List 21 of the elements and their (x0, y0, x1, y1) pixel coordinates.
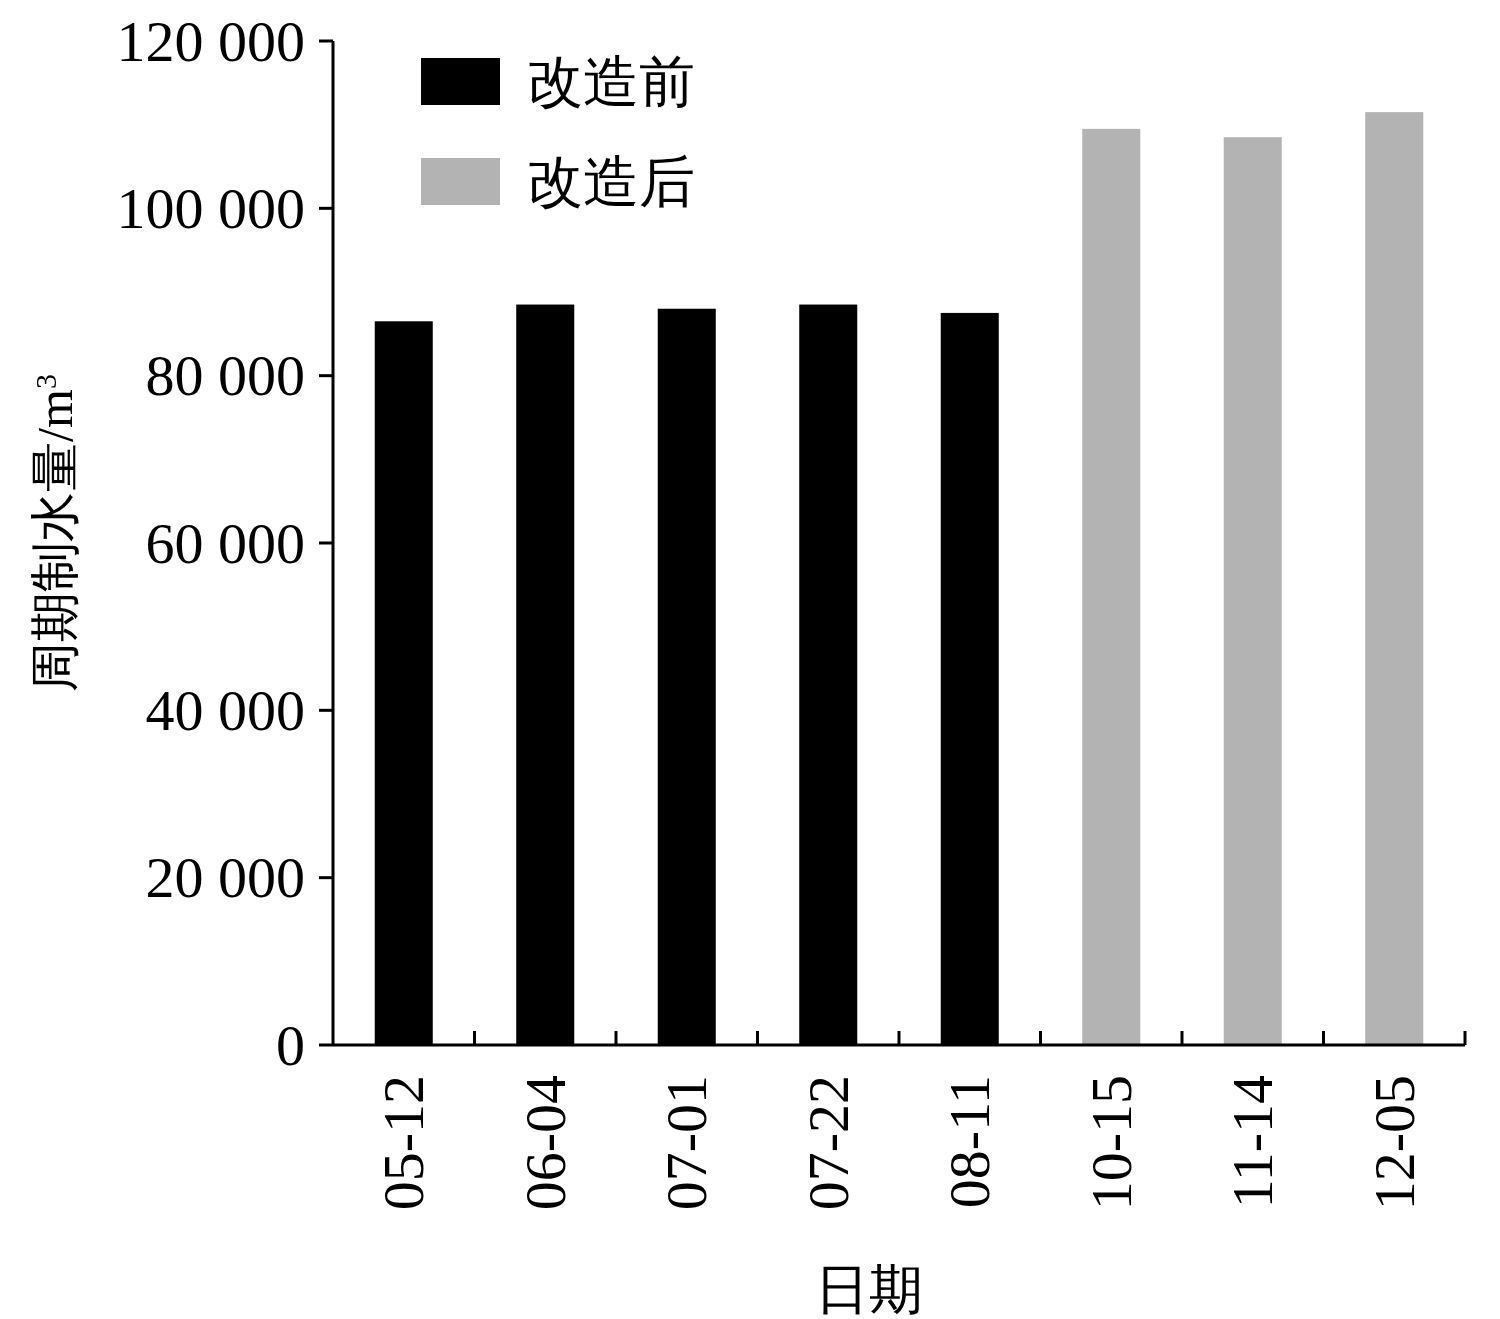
bar (1365, 112, 1424, 1045)
x-tick-label: 07-01 (654, 1075, 720, 1211)
x-tick-label: 11-14 (1220, 1075, 1286, 1209)
legend-label: 改造前 (527, 51, 695, 113)
x-tick-label: 07-22 (795, 1075, 861, 1211)
x-tick-label: 08-11 (937, 1075, 1003, 1209)
y-tick-label: 120 000 (116, 8, 305, 74)
bar (1223, 137, 1282, 1045)
y-tick-label: 40 000 (145, 677, 305, 743)
x-axis-title: 日期 (815, 1260, 923, 1319)
bar (1082, 128, 1141, 1045)
y-tick-label: 80 000 (145, 343, 305, 409)
y-tick-label: 100 000 (116, 175, 305, 241)
x-tick-label: 10-15 (1078, 1075, 1144, 1211)
y-tick-label: 60 000 (145, 510, 305, 576)
y-tick-label: 0 (276, 1012, 305, 1078)
x-tick-label: 06-04 (512, 1075, 578, 1211)
legend-label: 改造后 (527, 151, 695, 213)
y-tick-label: 20 000 (145, 845, 305, 911)
x-tick-label: 12-05 (1361, 1075, 1427, 1211)
x-tick-label: 05-12 (371, 1075, 437, 1211)
